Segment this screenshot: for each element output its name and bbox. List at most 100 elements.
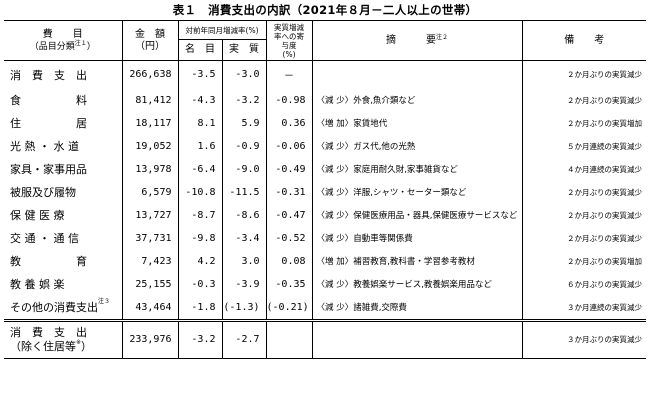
row-contrib: -0.06: [266, 134, 313, 158]
row-remarks: ２か月ぶりの実質減少: [567, 70, 643, 80]
row-remarks: ２か月ぶりの実質減少: [567, 95, 643, 105]
row-summary: 〈減 少〉自動車等関係費: [312, 226, 523, 250]
row-name: 教 養 娯 楽: [4, 272, 123, 296]
row-remarks: ２か月ぶりの実質増加: [567, 256, 643, 266]
row-name: その他の消費支出注３: [4, 295, 123, 320]
header-yoy: 対前年同月増減率(%): [178, 20, 267, 40]
row-nominal: -9.8: [178, 226, 223, 250]
row-name-label: 交 通 ・ 通 信: [10, 232, 79, 245]
header-remarks: 備 考: [522, 20, 647, 61]
row-real: 3.0: [222, 249, 267, 273]
row-name: 教 育: [4, 249, 123, 273]
row-amount: 43,464: [122, 295, 179, 320]
footer-name-close: ）: [81, 339, 93, 353]
row-contrib: (-0.21): [266, 295, 313, 320]
header-contrib: 実質増減率への寄与度 (%): [266, 20, 313, 61]
row-name-label: 光 熱 ・ 水 道: [10, 140, 79, 153]
header-nominal: 名 目: [178, 39, 223, 61]
table-row: 教 養 娯 楽 25,155 -0.3 -3.9 -0.35 〈減 少〉教養娯楽サービス,…: [4, 272, 646, 296]
row-name: 消 費 支 出: [4, 60, 123, 89]
row-contrib: -0.98: [266, 88, 313, 112]
row-name: 交 通 ・ 通 信: [4, 226, 123, 250]
table-row: 交 通 ・ 通 信 37,731 -9.8 -3.4 -0.52 〈減 少〉自動車等関係費…: [4, 226, 646, 250]
row-nominal: -1.8: [178, 295, 223, 320]
row-real: -3.2: [222, 88, 267, 112]
header-contrib-label: 実質増減率への寄与度: [274, 22, 305, 50]
row-real: -0.9: [222, 134, 267, 158]
header-item: 費 目 （品目分類注１）: [4, 20, 123, 61]
row-name-note: 注３: [98, 298, 111, 305]
row-amount: 18,117: [122, 111, 179, 135]
header-summary-label: 摘 要: [386, 34, 436, 46]
row-nominal: 8.1: [178, 111, 223, 135]
row-name: 光 熱 ・ 水 道: [4, 134, 123, 158]
row-amount: 6,579: [122, 180, 179, 204]
row-real: -3.4: [222, 226, 267, 250]
footer-name-line2: （除く住居等: [10, 339, 76, 353]
row-contrib: -0.52: [266, 226, 313, 250]
row-remarks: ３か月連続の実質減少: [567, 302, 643, 312]
row-contrib: -0.31: [266, 180, 313, 204]
row-real: -11.5: [222, 180, 267, 204]
header-item-note: 注１: [74, 39, 87, 47]
expenditure-table: 費 目 （品目分類注１） 金 額 （円） 対前年同月増減率(%) 実質増減率への…: [4, 20, 647, 359]
header-amount-label: 金 額: [135, 28, 165, 40]
header-item-sub: （品目分類: [29, 41, 75, 52]
row-name-label: 教 育: [10, 255, 87, 268]
footer-remarks: ３か月ぶりの実質減少: [567, 335, 643, 344]
header-contrib-unit: (%): [282, 49, 296, 59]
row-contrib: -0.35: [266, 272, 313, 296]
row-name-label: 消 費 支 出: [10, 68, 87, 82]
table-row: 消 費 支 出 266,638 -3.5 -3.0 － ２か月ぶりの実質減少: [4, 60, 646, 89]
footer-summary: [312, 320, 523, 358]
header-amount: 金 額 （円）: [122, 20, 179, 61]
row-name-label: 住 居: [10, 117, 87, 130]
table-row: 住 居 18,117 8.1 5.9 0.36 〈増 加〉家賃地代 ２か月ぶりの実質増加: [4, 111, 646, 135]
row-remarks: ２か月ぶりの実質減少: [567, 187, 643, 197]
row-amount: 81,412: [122, 88, 179, 112]
row-amount: 37,731: [122, 226, 179, 250]
header-item-label: 費 目: [42, 28, 83, 40]
row-remarks: ２か月ぶりの実質増加: [567, 118, 643, 128]
row-summary: 〈減 少〉外食,魚介類など: [312, 88, 523, 112]
row-remarks: ６か月ぶりの実質減少: [567, 279, 643, 289]
row-nominal: 1.6: [178, 134, 223, 158]
row-summary: 〈減 少〉ガス代,他の光熱: [312, 134, 523, 158]
row-amount: 13,727: [122, 203, 179, 227]
row-contrib: 0.08: [266, 249, 313, 273]
row-real: 5.9: [222, 111, 267, 135]
row-summary: 〈減 少〉保健医療用品・器具,保健医療サービスなど: [312, 203, 523, 227]
row-contrib: 0.36: [266, 111, 313, 135]
row-amount: 266,638: [122, 60, 179, 89]
footer-name-note: ※: [76, 338, 82, 346]
table-row: 被服及び履物 6,579 -10.8 -11.5 -0.31 〈減 少〉洋服,シャツ・セー…: [4, 180, 646, 204]
row-amount: 25,155: [122, 272, 179, 296]
row-name: 住 居: [4, 111, 123, 135]
row-name: 家具・家事用品: [4, 157, 123, 181]
row-nominal: -0.3: [178, 272, 223, 296]
row-real: -3.0: [222, 60, 267, 89]
row-contrib: -0.47: [266, 203, 313, 227]
row-name-label: 家具・家事用品: [10, 163, 87, 176]
row-name-label: 教 養 娯 楽: [10, 278, 65, 291]
footer-name-line1: 消 費 支 出: [10, 325, 87, 339]
row-contrib: －: [266, 60, 313, 89]
table-row: その他の消費支出注３ 43,464 -1.8 (-1.3) (-0.21) 〈減 少〉諸雑…: [4, 295, 646, 320]
row-name-label: 被服及び履物: [10, 186, 76, 199]
row-summary: 〈減 少〉教養娯楽サービス,教養娯楽用品など: [312, 272, 523, 296]
row-summary: 〈増 加〉家賃地代: [312, 111, 523, 135]
row-name: 保 健 医 療: [4, 203, 123, 227]
row-real: -3.9: [222, 272, 267, 296]
row-summary: [312, 60, 523, 89]
row-name: 被服及び履物: [4, 180, 123, 204]
row-real: -9.0: [222, 157, 267, 181]
row-nominal: -3.5: [178, 60, 223, 89]
row-real: (-1.3): [222, 295, 267, 320]
row-summary: 〈減 少〉洋服,シャツ・セーター類など: [312, 180, 523, 204]
header-summary-note: 注２: [436, 33, 449, 41]
footer-name: 消 費 支 出 （除く住居等※）: [4, 320, 123, 358]
row-summary: 〈減 少〉諸雑費,交際費: [312, 295, 523, 320]
row-amount: 7,423: [122, 249, 179, 273]
row-remarks: ２か月ぶりの実質減少: [567, 233, 643, 243]
header-real: 実 質: [222, 39, 267, 61]
